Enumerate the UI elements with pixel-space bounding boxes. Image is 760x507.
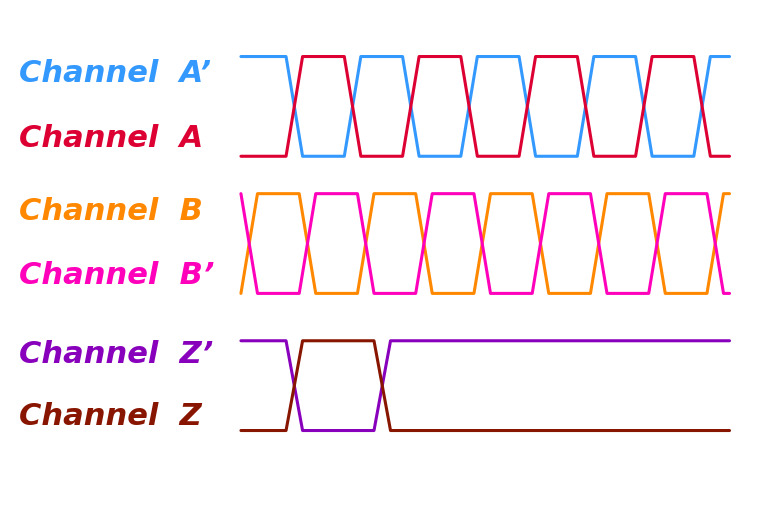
Text: Channel  A: Channel A [19, 124, 204, 153]
Text: Channel  Z’: Channel Z’ [19, 340, 214, 369]
Text: Channel  B: Channel B [19, 197, 203, 226]
Text: Channel  Z: Channel Z [19, 402, 202, 431]
Text: Channel  A’: Channel A’ [19, 59, 211, 89]
Text: Channel  B’: Channel B’ [19, 262, 214, 291]
